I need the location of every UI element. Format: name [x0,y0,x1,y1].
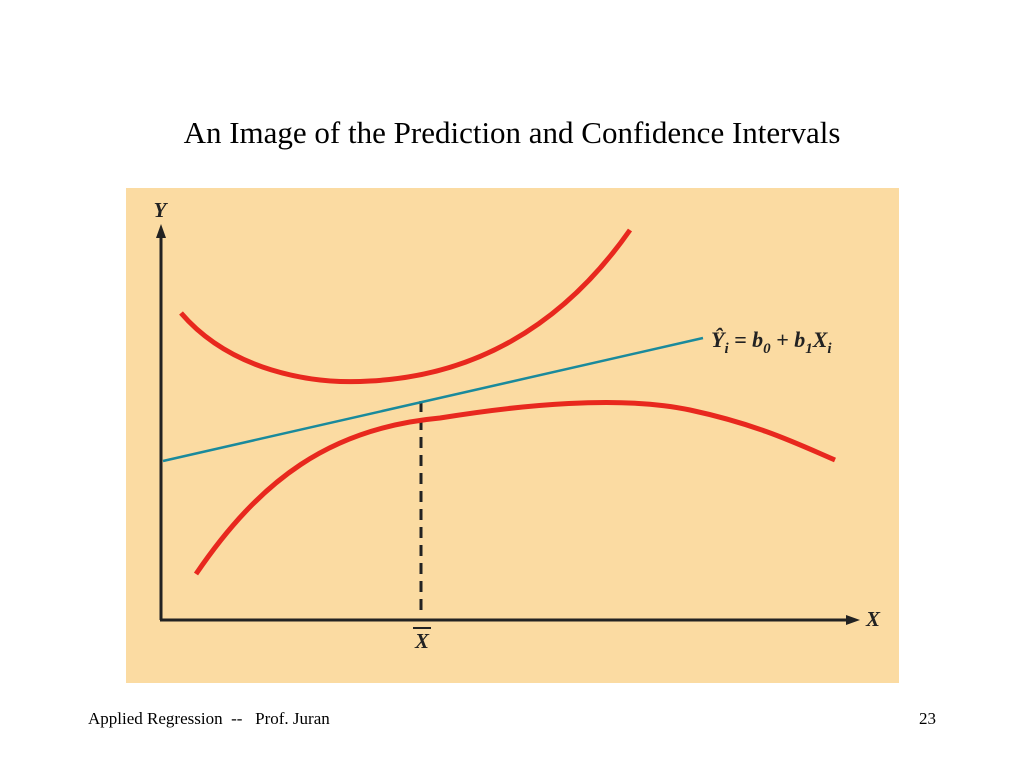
equation-subscript: 1 [805,341,813,357]
y-axis-arrow [156,224,166,238]
slide-title: An Image of the Prediction and Confidenc… [184,115,841,150]
x-bar-label: X [414,629,430,653]
equation-part: Ŷ [711,327,727,352]
footer-text: Applied Regression -- Prof. Juran [88,709,330,728]
y-axis-label: Y [154,198,169,222]
upper-interval-curve [179,228,633,385]
x-axis-label: X [865,607,881,631]
equation-part: + b [771,327,806,352]
equation-part: = b [729,327,764,352]
x-axis-arrow [846,615,860,625]
regression-line [162,336,704,463]
equation-subscript: 0 [763,341,771,357]
equation-part: X [812,327,829,352]
equation-subscript: i [724,341,729,357]
page-number: 23 [919,709,936,728]
regression-equation: Ŷi = b0 + b1Xi [711,327,832,357]
lower-interval-curve [193,400,836,576]
diagram: Y X X Ŷi = b0 + b1Xi [126,188,899,683]
equation-subscript: i [827,341,832,357]
